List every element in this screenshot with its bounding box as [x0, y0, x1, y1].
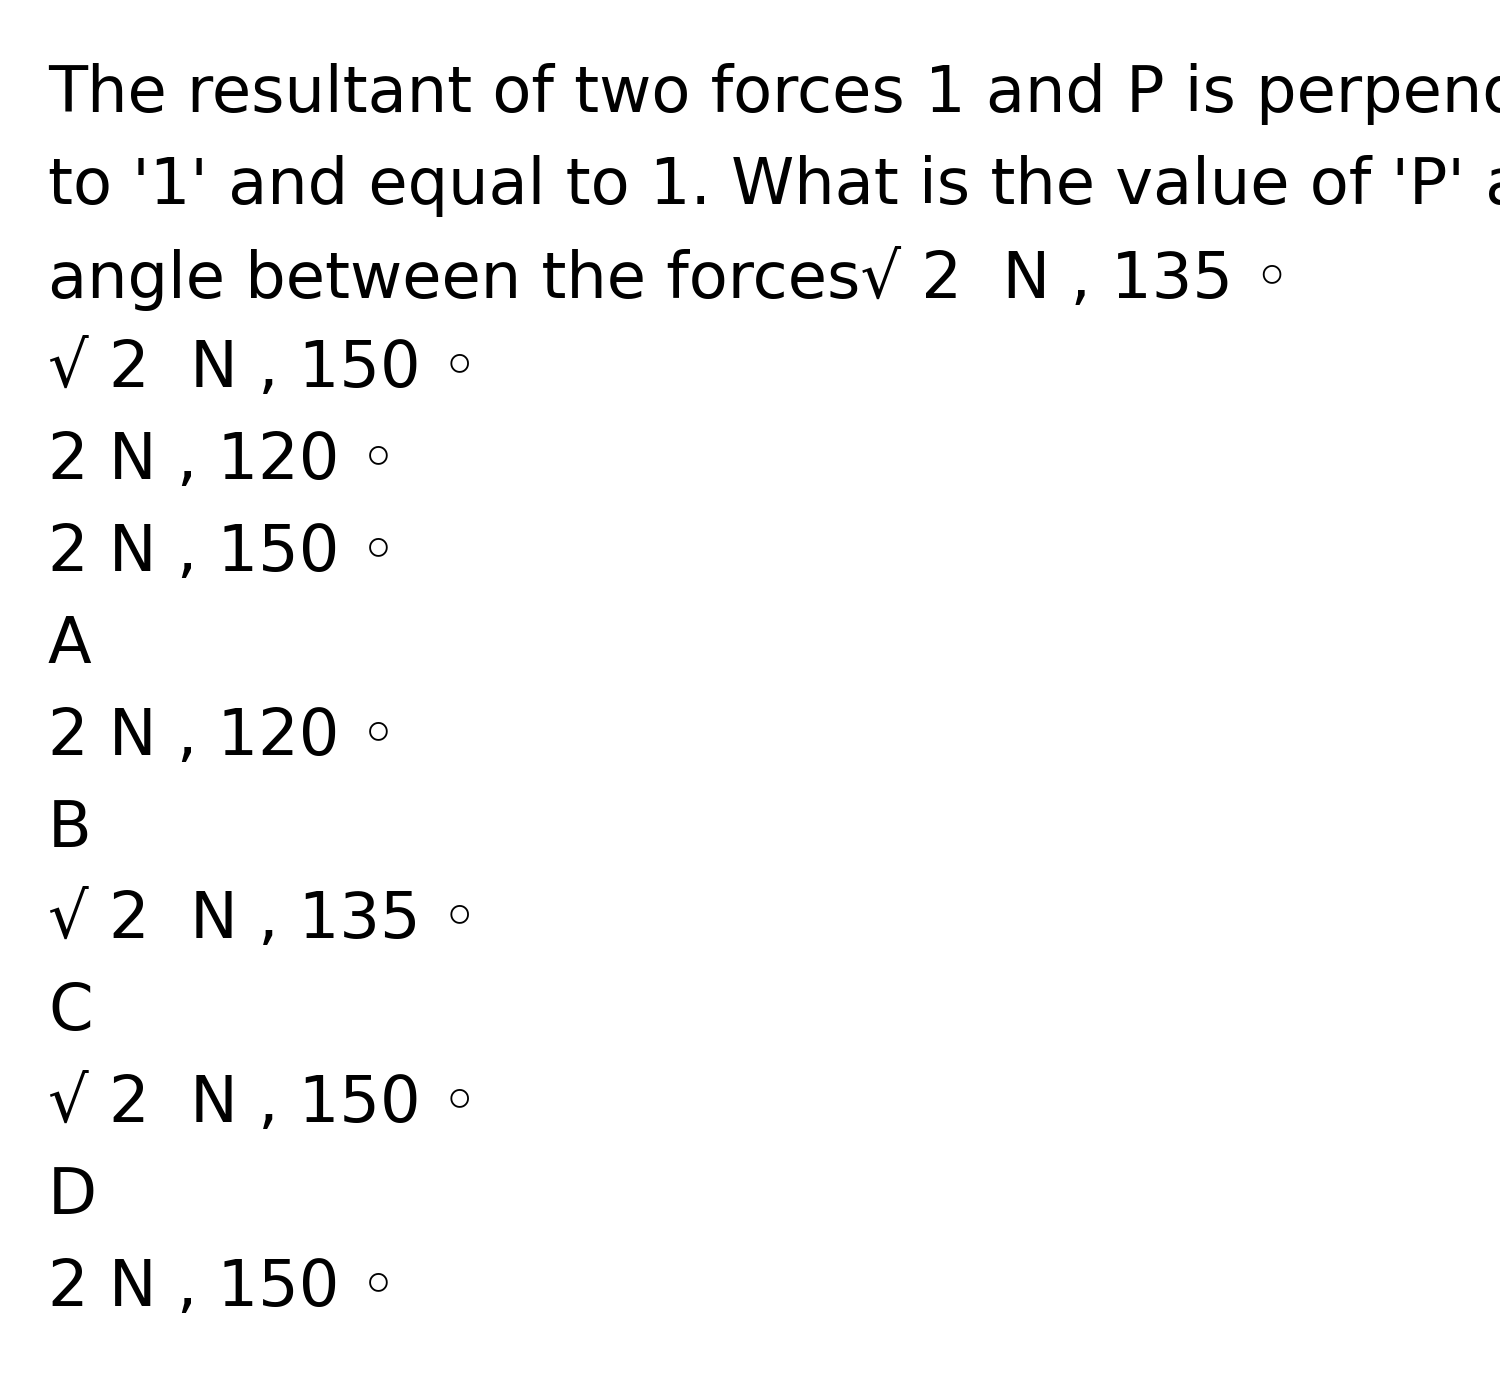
- Text: 2 N , 150 ◦: 2 N , 150 ◦: [48, 522, 398, 585]
- Text: 2 N , 120 ◦: 2 N , 120 ◦: [48, 430, 398, 493]
- Text: B: B: [48, 798, 92, 860]
- Text: D: D: [48, 1165, 98, 1228]
- Text: 2 N , 150 ◦: 2 N , 150 ◦: [48, 1257, 398, 1320]
- Text: √ 2  N , 135 ◦: √ 2 N , 135 ◦: [48, 889, 479, 952]
- Text: The resultant of two forces 1 and P is perpendicular: The resultant of two forces 1 and P is p…: [48, 63, 1500, 125]
- Text: angle between the forces√ 2  N , 135 ◦: angle between the forces√ 2 N , 135 ◦: [48, 246, 1292, 312]
- Text: A: A: [48, 614, 92, 677]
- Text: to '1' and equal to 1. What is the value of 'P' and: to '1' and equal to 1. What is the value…: [48, 155, 1500, 217]
- Text: √ 2  N , 150 ◦: √ 2 N , 150 ◦: [48, 338, 479, 401]
- Text: C: C: [48, 981, 93, 1044]
- Text: 2 N , 120 ◦: 2 N , 120 ◦: [48, 706, 398, 768]
- Text: √ 2  N , 150 ◦: √ 2 N , 150 ◦: [48, 1073, 479, 1136]
